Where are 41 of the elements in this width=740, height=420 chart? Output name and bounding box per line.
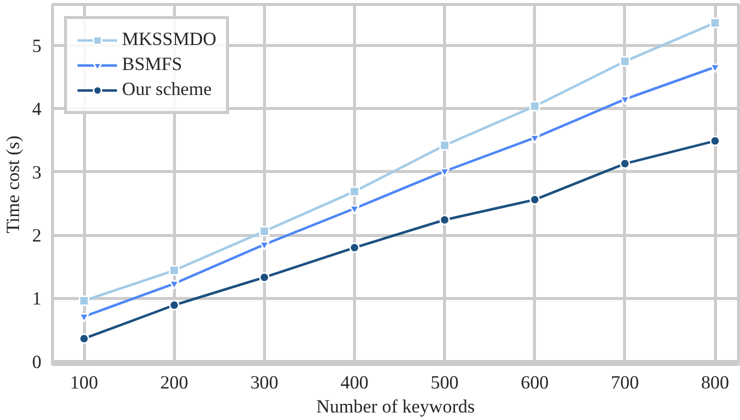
point — [439, 140, 450, 151]
point — [530, 194, 540, 205]
x-tick-label: 700 — [610, 372, 639, 394]
point — [710, 136, 720, 146]
legend-label: Our scheme — [122, 79, 212, 101]
point — [620, 56, 630, 67]
y-tick-label: 3 — [32, 162, 42, 184]
y-tick-label: 4 — [32, 99, 42, 120]
x-tick-label: 400 — [340, 372, 368, 394]
y-axis-title: Time cost (s) — [3, 136, 24, 234]
point — [530, 100, 540, 112]
x-tick-label: 600 — [520, 372, 549, 394]
x-tick-label: 100 — [70, 372, 98, 394]
legend-label: MKSSMDO — [122, 29, 216, 51]
point — [168, 300, 180, 310]
x-tick-label: 500 — [430, 372, 459, 394]
point — [349, 242, 360, 253]
point — [259, 241, 270, 250]
legend-label: BSMFS — [122, 54, 182, 76]
point — [168, 280, 180, 290]
point — [78, 295, 90, 306]
x-tick-label: 800 — [701, 372, 730, 394]
y-tick-label: 5 — [32, 36, 42, 58]
x-tick-label: 300 — [250, 372, 278, 394]
point — [78, 333, 90, 344]
y-tick-label: 1 — [32, 288, 42, 310]
point — [259, 272, 270, 283]
y-tick-label: 2 — [32, 226, 42, 247]
x-tick-label: 200 — [160, 372, 188, 394]
x-axis-title: Number of keywords — [316, 396, 475, 418]
point — [620, 96, 630, 106]
point — [349, 205, 360, 214]
point — [349, 186, 360, 197]
point — [168, 265, 180, 276]
point — [259, 226, 270, 236]
point — [439, 214, 450, 226]
point — [530, 134, 540, 144]
point — [710, 18, 720, 28]
point — [439, 168, 450, 178]
y-tick-label: 0 — [32, 352, 42, 373]
point — [620, 158, 630, 169]
